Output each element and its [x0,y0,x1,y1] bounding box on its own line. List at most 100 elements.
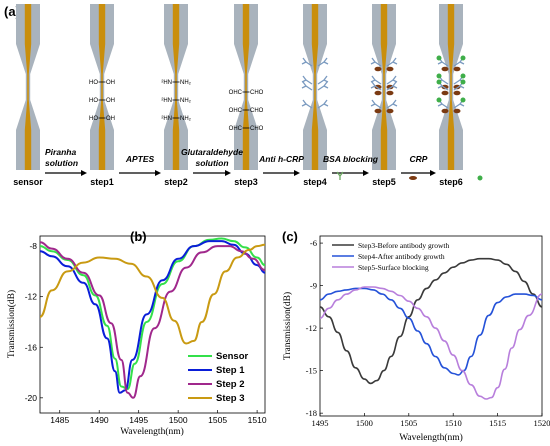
process-arrow [263,170,300,176]
fiber-core-upper [242,4,250,44]
legend-label: Step4-After antibody growth [358,252,445,261]
chem-group-right: NH₂ [180,116,192,122]
panel-c-spectrum-chart: (c) 1495 1500 1505 1510 1515 1520 -6 -9 -12 -15 -1… [282,229,550,443]
crp-molecule [436,97,442,103]
fiber-core-taper [447,44,455,130]
bsa-molecule [453,90,461,96]
panel-b-ticks: 1485 1490 1495 1500 1505 1510 -8 -12 -16 -20 [25,241,267,425]
panel-c-legend: Step3-Before antibody growth Step4-After … [332,241,449,272]
fiber-core-lower [24,130,32,170]
fiber-sensors [16,4,466,170]
legend-label: Step 1 [216,365,245,376]
y-tick-label: -6 [310,238,317,248]
reagent-label: solution [45,158,78,168]
chem-group-left: HO [89,80,98,86]
legend-label: Step 3 [216,393,245,404]
fiber-sensor-4 [301,4,329,170]
fiber-core-taper [242,44,250,130]
panel-c-x-axis-label: Wavelength(nm) [399,432,463,443]
x-tick-label: 1510 [445,418,462,428]
fiber-core-lower [98,130,106,170]
antibody-icon [336,171,344,180]
panel-c-series [319,257,543,400]
fiber-core-upper [24,4,32,44]
chem-group-right: NH₂ [180,98,192,104]
crp-molecule [460,97,466,103]
chem-group-right: OH [106,98,115,104]
process-arrow [193,170,231,176]
y-tick-label: -8 [29,241,37,251]
bsa-molecule [453,84,461,90]
bsa-icon [409,176,417,180]
process-arrow [401,170,436,176]
x-tick-label: 1495 [129,415,148,425]
x-tick-label: 1495 [312,418,329,428]
chem-group-right: OH [106,80,115,86]
chem-group-right: CHO [250,126,264,132]
y-tick-label: -12 [306,323,317,333]
series-line-3 [39,243,266,345]
panel-b-x-axis-label: Wavelength(nm) [120,426,184,437]
reagent-label: BSA blocking [323,154,379,164]
chem-group-left: ²HN [161,98,172,104]
fiber-core-lower [447,130,455,170]
reagent-label: Anti h-CRP [258,154,304,164]
panel-c-y-axis-label: Transmission(dB) [282,292,293,360]
fiber-core-upper [98,4,106,44]
bsa-molecule [441,90,449,96]
y-tick-label: -9 [310,281,317,291]
bsa-molecule [386,108,394,114]
crp-molecule [460,55,466,61]
legend-label: Step5-Surface blocking [358,263,429,272]
antibody-icon [370,81,398,91]
chem-group-right: CHO [250,90,264,96]
x-tick-label: 1515 [489,418,506,428]
panel-c-ticks: 1495 1500 1505 1510 1515 1520 -6 -9 -12 -15 -18 [306,238,550,428]
legend-label: Step 2 [216,379,245,390]
step-label-3: step3 [234,177,258,187]
bsa-molecule [386,66,394,72]
panel-a-schematic: (a) sensor step1 step2 step3 step4 step5 step6… [4,4,483,187]
panel-c-plot-frame [319,235,543,417]
series-line-1 [39,240,266,394]
x-tick-label: 1520 [534,418,550,428]
x-tick-label: 1500 [356,418,373,428]
reagent-label: CRP [410,154,428,164]
fiber-core-taper [172,44,180,130]
antibody-icon [301,57,329,67]
fiber-core-lower [242,130,250,170]
antibody-icon [301,99,329,109]
fiber-core-upper [380,4,388,44]
bsa-molecule [441,66,449,72]
x-tick-label: 1490 [90,415,109,425]
bsa-molecule [374,66,382,72]
antibody-icon [301,75,329,85]
y-tick-label: -16 [25,342,38,352]
panel-b-spectrum-chart: (b) 1485 1490 1495 1500 1505 1510-8-12-16-20 … [6,229,267,437]
fiber-sensor-3 [234,4,258,170]
antibody-icon [437,99,465,109]
y-tick-label: -20 [25,393,38,403]
chem-group-right: OH [106,116,115,122]
panel-a-label: (a) [4,4,20,19]
x-tick-label: 1505 [208,415,227,425]
crp-molecule [436,55,442,61]
reagent-label: Piranha [45,147,76,157]
y-tick-label: -15 [306,366,317,376]
fiber-core-taper [24,44,32,130]
bsa-molecule [453,66,461,72]
fiber-core-lower [311,130,319,170]
fiber-core-lower [380,130,388,170]
reagent-label: solution [195,158,228,168]
x-tick-label: 1505 [400,418,417,428]
series-line-2 [39,241,266,399]
reagent-label: APTES [125,154,155,164]
fiber-core-upper [172,4,180,44]
bsa-molecule [374,90,382,96]
y-tick-label: -18 [306,408,317,418]
antibody-icon [370,57,398,67]
bsa-molecule [374,108,382,114]
step-labels: sensor step1 step2 step3 step4 step5 step6 [13,177,463,187]
